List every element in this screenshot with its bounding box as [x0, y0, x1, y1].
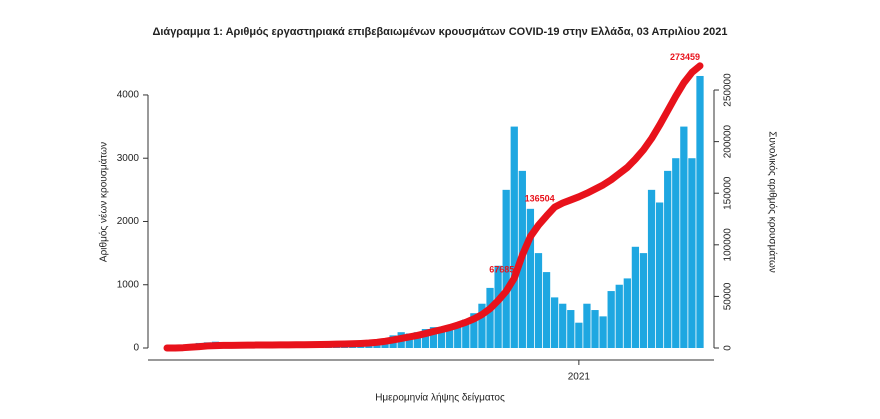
bar: [688, 158, 695, 348]
bar: [656, 203, 663, 349]
y2-tick-label: 100000: [723, 228, 734, 262]
x-tick-label: 2021: [568, 372, 591, 383]
annotation: 136504: [525, 194, 555, 204]
y2-axis-title: Συνολικός αριθμός κρουσμάτων: [766, 131, 778, 273]
bar: [583, 304, 590, 348]
annotation: 273459: [670, 52, 700, 62]
bar: [551, 297, 558, 348]
bar: [543, 272, 550, 348]
bar: [680, 127, 687, 348]
bar: [616, 285, 623, 348]
bar: [664, 171, 671, 348]
bar: [632, 247, 639, 348]
y2-tick-label: 200000: [723, 124, 734, 158]
bar: [696, 76, 703, 348]
y2-tick-label: 250000: [723, 73, 734, 107]
y-axis-title: Αριθμός νέων κρουσμάτων: [98, 142, 110, 262]
y-tick-label: 3000: [117, 153, 140, 164]
bar: [511, 127, 518, 348]
bar: [640, 253, 647, 348]
bar: [535, 253, 542, 348]
y-tick-label: 0: [133, 343, 139, 354]
bar: [486, 288, 493, 348]
x-axis-title: Ημερομηνία λήψης δείγματος: [375, 392, 505, 404]
y2-tick-label: 50000: [723, 282, 734, 310]
bar: [559, 304, 566, 348]
y-tick-label: 2000: [117, 216, 140, 227]
bar: [567, 310, 574, 348]
bar: [591, 310, 598, 348]
annotation: 67685: [489, 265, 514, 275]
bar: [648, 190, 655, 348]
bar: [608, 291, 615, 348]
bar: [575, 323, 582, 348]
bar: [672, 158, 679, 348]
bar: [624, 278, 631, 348]
y-tick-label: 1000: [117, 279, 140, 290]
y-tick-label: 4000: [117, 90, 140, 101]
y2-tick-label: 0: [723, 345, 734, 351]
chart-title: Διάγραμμα 1: Αριθμός εργαστηριακά επιβεβ…: [152, 26, 727, 38]
bar: [599, 316, 606, 348]
y2-tick-label: 150000: [723, 176, 734, 210]
